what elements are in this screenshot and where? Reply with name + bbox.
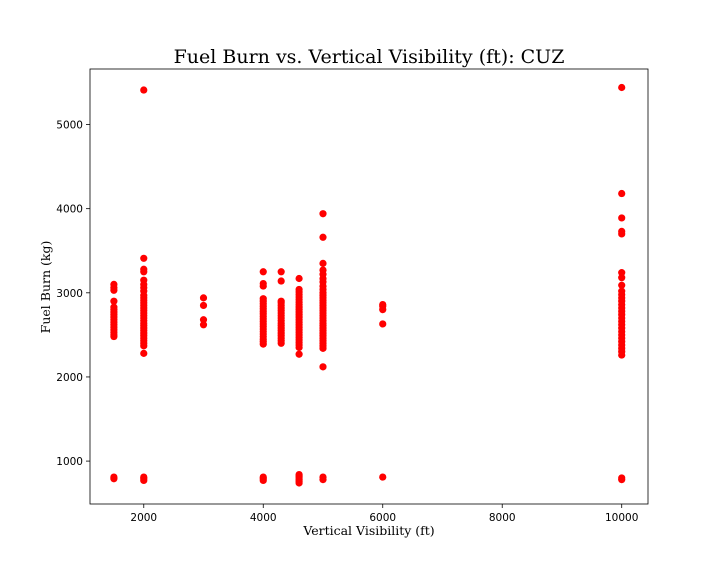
x-tick-label: 4000 xyxy=(250,512,277,524)
data-point xyxy=(110,473,118,481)
y-tick-label: 4000 xyxy=(56,204,83,216)
data-point xyxy=(259,279,267,288)
x-axis-label: Vertical Visibility (ft) xyxy=(302,523,434,538)
data-point xyxy=(618,83,626,92)
x-tick-label: 8000 xyxy=(489,512,516,524)
chart-title: Fuel Burn vs. Vertical Visibility (ft): … xyxy=(174,46,565,68)
data-point xyxy=(618,281,626,289)
data-point xyxy=(140,265,148,273)
plot-frame xyxy=(89,68,649,505)
data-point xyxy=(140,254,148,262)
data-point xyxy=(379,320,387,328)
data-point xyxy=(140,276,148,284)
data-point xyxy=(259,295,267,303)
data-point xyxy=(319,363,327,371)
y-tick-label: 3000 xyxy=(56,288,83,300)
data-point xyxy=(295,350,303,358)
data-point xyxy=(140,473,148,481)
y-axis-ticks: 1000 2000 3000 4000 5000 xyxy=(56,120,90,468)
x-tick-label: 6000 xyxy=(369,512,396,524)
data-point xyxy=(319,259,327,267)
data-point xyxy=(618,227,626,235)
data-point xyxy=(319,266,327,274)
data-point xyxy=(295,470,303,479)
data-point xyxy=(259,268,267,276)
data-point xyxy=(277,277,285,285)
data-point xyxy=(618,214,626,222)
data-point xyxy=(259,473,267,481)
data-point xyxy=(140,349,148,357)
data-point xyxy=(618,274,626,282)
data-point xyxy=(277,268,285,276)
data-point xyxy=(618,287,626,295)
data-point xyxy=(618,189,626,198)
data-point xyxy=(379,473,387,481)
data-point xyxy=(199,321,208,329)
data-point xyxy=(319,233,327,241)
data-point xyxy=(199,316,208,324)
data-point xyxy=(110,280,118,288)
data-point xyxy=(110,297,118,305)
data-point xyxy=(618,474,626,482)
data-point xyxy=(295,274,303,283)
data-point xyxy=(618,269,626,277)
y-tick-label: 1000 xyxy=(56,456,83,468)
data-point xyxy=(379,300,387,309)
x-tick-label: 2000 xyxy=(130,512,157,524)
data-point xyxy=(319,473,327,481)
y-tick-label: 5000 xyxy=(56,120,83,132)
data-point xyxy=(277,297,285,305)
data-point xyxy=(199,301,208,310)
y-tick-label: 2000 xyxy=(56,372,83,384)
data-point xyxy=(140,86,148,94)
y-axis-label: Fuel Burn (kg) xyxy=(38,241,53,334)
data-point xyxy=(199,294,208,302)
data-point xyxy=(295,285,303,294)
x-tick-label: 10000 xyxy=(605,512,638,524)
data-point xyxy=(110,303,118,311)
x-axis-ticks: 2000 4000 6000 8000 10000 xyxy=(130,504,638,524)
data-points xyxy=(110,83,626,487)
data-point xyxy=(319,210,327,218)
